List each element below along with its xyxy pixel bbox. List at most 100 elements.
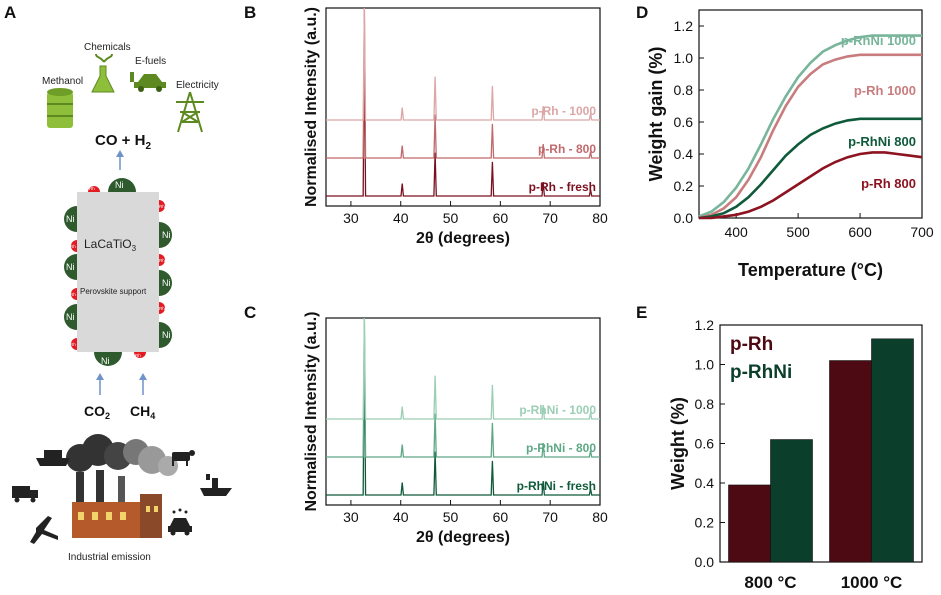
- ni-label: Ni: [162, 278, 171, 288]
- syngas-label: CO + H2: [95, 132, 151, 152]
- tga-series-line: [698, 34, 922, 218]
- catalyst-formula-main: LaCaTiO: [84, 237, 132, 251]
- y-tick-label: 1.2: [674, 18, 694, 34]
- legend-label: p-RhNi: [730, 362, 792, 383]
- ni-label: Ni: [162, 330, 171, 340]
- efuel-car-icon: [130, 72, 166, 92]
- y-tick-label: 1.0: [674, 50, 694, 66]
- x-axis-label: 2θ (degrees): [416, 230, 510, 247]
- cow-icon: [172, 450, 195, 466]
- y-tick-label: 0.8: [695, 396, 715, 412]
- ship-icon: [36, 450, 70, 466]
- syngas-co: CO: [95, 132, 118, 149]
- catalyst-formula-sub: 3: [132, 244, 137, 253]
- tga-series-line: [698, 53, 922, 220]
- factory-icon: [72, 470, 162, 538]
- bar-p-Rh: [728, 484, 771, 563]
- emission-label: Industrial emission: [68, 552, 151, 563]
- x-tick-label: 50: [443, 210, 459, 226]
- rh-label: Rh: [89, 186, 95, 191]
- series-label: p-RhNi 800: [848, 134, 916, 149]
- xrd-series-line: [326, 317, 600, 420]
- cargo-ship-icon: [200, 474, 232, 496]
- catalyst-formula: LaCaTiO3: [84, 237, 137, 253]
- ni-label: Ni: [162, 230, 171, 240]
- ni-particle: [64, 254, 77, 280]
- y-tick-label: 0.0: [674, 210, 694, 226]
- panel-label-c: C: [244, 303, 256, 322]
- rh-particle: [71, 288, 77, 300]
- panel-label-e: E: [636, 303, 647, 322]
- y-tick-label: 0.8: [674, 82, 694, 98]
- x-tick-label: 60: [493, 210, 509, 226]
- x-tick-label: 50: [443, 509, 459, 525]
- series-label: p-RhNi 1000: [841, 33, 916, 48]
- ni-label: Ni: [66, 262, 75, 272]
- smoke-cloud-icon: [66, 434, 178, 476]
- bar-chart: 0.0 0.2 0.4 0.6 0.8 1.0 1.2 Weight (%) 800 °C 100…: [668, 317, 923, 592]
- x-tick-label: 30: [343, 509, 359, 525]
- tga-chart: 400 500 600 700 0.0 0.2 0.4 0.6 0.8 1.0 1.2 Tempera…: [646, 9, 934, 280]
- xrd-series-line: [326, 7, 600, 121]
- x-tick-label: 700: [910, 224, 934, 240]
- rh-particle: [88, 186, 100, 192]
- y-tick-label: 0.0: [695, 554, 715, 570]
- y-tick-label: 0.6: [695, 436, 715, 452]
- y-axis-label: Weight (%): [668, 397, 688, 490]
- plot-frame: [698, 9, 923, 219]
- rh-particle: [71, 338, 77, 350]
- rh-particles: Rh Rh Rh Rh Rh Rh Rh Rh: [70, 186, 165, 358]
- product-label-efuels: E-fuels: [135, 56, 166, 67]
- syngas-plus: +: [118, 132, 135, 149]
- product-label-electricity: Electricity: [176, 80, 219, 91]
- rh-particle: [134, 352, 146, 358]
- rh-label: Rh: [70, 342, 76, 347]
- ni-label: Ni: [101, 356, 110, 366]
- plot-frame: [325, 7, 601, 207]
- y-axis-label: Normalised Intensity (a.u.): [303, 7, 320, 207]
- panel-label-b: B: [244, 3, 256, 22]
- syngas-arrow-head: [116, 150, 124, 157]
- rh-label: Rh: [135, 353, 141, 358]
- co2-arrow-head: [96, 373, 104, 380]
- x-tick-label: 70: [542, 210, 558, 226]
- rh-label: Rh: [70, 244, 76, 249]
- rh-particle: [159, 302, 165, 314]
- series-label: p-RhNi - fresh: [517, 479, 596, 493]
- syngas-h: H: [135, 132, 146, 149]
- x-tick-label: 70: [542, 509, 558, 525]
- x-tick-label: 80: [592, 210, 608, 226]
- reactant-ch4-main: CH: [130, 403, 150, 419]
- x-tick-label: 400: [724, 224, 748, 240]
- rh-label: Rh: [159, 306, 165, 311]
- x-axis-label: Temperature (°C): [738, 260, 883, 280]
- chemicals-flask-icon: [91, 53, 115, 93]
- rh-label: Rh: [159, 204, 165, 209]
- x-axis-label: 2θ (degrees): [416, 529, 510, 546]
- ni-particle: [64, 206, 77, 232]
- y-tick-label: 0.4: [695, 475, 715, 491]
- reactant-co2: CO2: [84, 403, 110, 421]
- xrd-chart-p-rhni: 30 40 50 60 70 80 2θ (degrees) Normalised Inten…: [303, 311, 608, 546]
- support-label: Perovskite support: [80, 287, 147, 296]
- series-label: p-Rh 800: [861, 176, 916, 191]
- ni-particle: [94, 352, 122, 366]
- series-label: p-Rh - fresh: [529, 180, 596, 194]
- y-tick-label: 1.2: [695, 317, 715, 333]
- y-tick-label: 0.2: [674, 178, 694, 194]
- rh-label: Rh: [70, 292, 76, 297]
- rh-particle: [159, 254, 165, 266]
- product-label-methanol: Methanol: [42, 76, 83, 87]
- y-tick-label: 0.6: [674, 114, 694, 130]
- series-label: p-Rh 1000: [854, 83, 916, 98]
- xrd-series-line: [326, 40, 600, 197]
- y-tick-label: 0.4: [674, 146, 694, 162]
- y-tick-label: 0.2: [695, 515, 715, 531]
- ni-particle: [64, 304, 77, 330]
- xrd-chart-p-rh: 30 40 50 60 70 80 2θ (degrees) Normalised Inten…: [303, 7, 608, 247]
- syngas-h2-sub: 2: [145, 141, 151, 152]
- x-tick-label: 1000 °C: [841, 573, 903, 592]
- xrd-series-line: [326, 339, 600, 496]
- ni-label: Ni: [66, 312, 75, 322]
